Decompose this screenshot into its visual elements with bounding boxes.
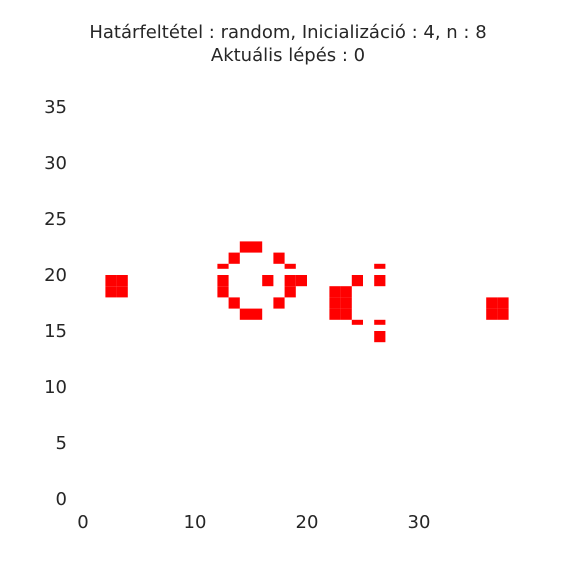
live-cell xyxy=(329,286,341,298)
live-cell xyxy=(329,308,341,320)
y-tick-label: 5 xyxy=(56,433,67,454)
live-cell xyxy=(351,319,363,325)
live-cell xyxy=(497,308,509,320)
live-cell xyxy=(284,275,296,287)
live-cell xyxy=(273,297,285,309)
y-tick-label: 25 xyxy=(44,209,67,230)
live-cell xyxy=(374,263,386,269)
live-cell xyxy=(374,275,386,287)
live-cell xyxy=(228,252,240,264)
live-cell xyxy=(116,275,128,287)
live-cell xyxy=(374,319,386,325)
live-cell xyxy=(329,297,341,309)
live-cell xyxy=(295,275,307,287)
chart-subtitle: Aktuális lépés : 0 xyxy=(210,45,366,66)
live-cell xyxy=(497,297,509,309)
live-cell xyxy=(105,275,117,287)
live-cell xyxy=(284,263,296,269)
y-axis-ticks: 0 5 10 15 20 25 30 35 xyxy=(44,97,67,510)
live-cell xyxy=(251,308,263,320)
live-cell xyxy=(239,241,251,253)
x-tick-label: 30 xyxy=(408,512,431,533)
live-cell xyxy=(486,308,498,320)
y-tick-label: 0 xyxy=(56,489,67,510)
live-cell xyxy=(217,263,229,269)
live-cell xyxy=(340,297,352,309)
x-tick-label: 20 xyxy=(296,512,319,533)
y-tick-label: 20 xyxy=(44,265,67,286)
live-cell xyxy=(217,286,229,298)
live-cell xyxy=(273,252,285,264)
live-cell xyxy=(239,308,251,320)
y-tick-label: 30 xyxy=(44,153,67,174)
live-cell xyxy=(486,297,498,309)
live-cell xyxy=(116,286,128,298)
live-cell xyxy=(217,275,229,287)
live-cell xyxy=(284,286,296,298)
live-cell xyxy=(262,275,274,287)
y-tick-label: 35 xyxy=(44,97,67,118)
live-cell xyxy=(251,241,263,253)
live-cell xyxy=(228,297,240,309)
live-cell xyxy=(351,275,363,287)
live-cell xyxy=(105,286,117,298)
live-cell xyxy=(340,308,352,320)
x-tick-label: 0 xyxy=(77,512,88,533)
x-axis-ticks: 0 10 20 30 xyxy=(77,512,430,533)
cell-layer xyxy=(105,241,509,343)
chart-title: Határfeltétel : random, Inicializáció : … xyxy=(89,22,487,43)
x-tick-label: 10 xyxy=(184,512,207,533)
y-tick-label: 10 xyxy=(44,377,67,398)
y-tick-label: 15 xyxy=(44,321,67,342)
live-cell xyxy=(340,286,352,298)
live-cell xyxy=(374,331,386,343)
